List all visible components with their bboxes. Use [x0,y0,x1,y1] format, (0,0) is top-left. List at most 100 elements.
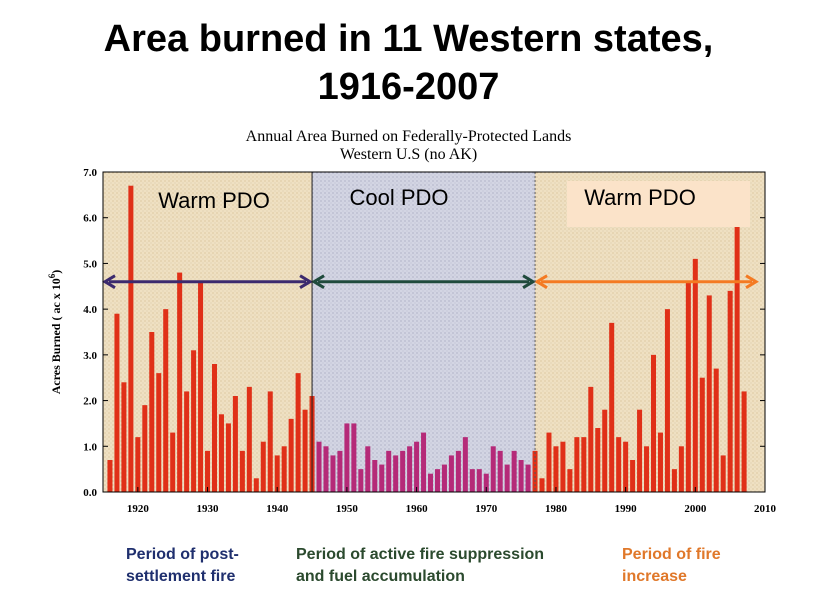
bar-1938 [260,441,266,492]
arrow-head-right [522,274,536,290]
bar-1947 [323,446,329,492]
page-title: Area burned in 11 Western states, [103,18,714,60]
bar-1973 [504,464,510,492]
x-tick-label: 1960 [406,503,429,515]
x-tick-label: 1920 [127,503,150,515]
bar-1956 [386,450,392,492]
y-tick-label: 5.0 [83,258,97,270]
bar-1934 [232,396,238,492]
bar-1930 [205,450,211,492]
bar-1995 [657,432,663,492]
bar-1929 [198,281,204,492]
arrow-head-right [745,274,759,290]
bar-1983 [574,437,580,492]
bar-1951 [351,423,357,492]
arrow-head-left [534,274,548,290]
y-tick-label: 4.0 [83,304,97,316]
bar-1998 [678,446,684,492]
bar-1993 [644,446,650,492]
bar-1966 [455,450,461,492]
bar-1982 [567,469,573,492]
cool-pdo-label: Cool PDO [349,185,448,210]
x-tick-label: 1990 [615,503,638,515]
bar-2006 [734,226,740,492]
legend-increase-line1: Period of fire [622,546,721,563]
bar-2007 [741,391,747,492]
bar-1990 [623,441,629,492]
legend-post-settlement: Period of post-settlement fire [126,546,239,585]
bar-2002 [706,295,712,492]
y-axis-label-close: ) [49,270,63,274]
bar-2000 [692,258,698,492]
arrow-head-right [299,274,313,290]
y-tick-label: 1.0 [83,441,97,453]
bar-1980 [553,446,559,492]
bar-1940 [274,455,280,492]
bar-1921 [142,405,148,492]
bar-1989 [616,437,622,492]
y-tick-label: 7.0 [83,167,97,179]
period-arrow-1 [102,274,313,290]
bar-1916 [107,460,113,492]
x-tick-label: 1950 [336,503,359,515]
bar-1994 [650,354,657,492]
bar-1942 [288,418,294,492]
bar-1931 [211,364,218,492]
x-tick-label: 1940 [266,503,289,515]
bar-1965 [448,455,454,492]
bar-1920 [135,437,141,492]
legend-suppression-line1: Period of active fire suppression [296,546,545,563]
bar-1992 [637,409,643,492]
x-tick-label: 1980 [545,503,568,515]
bar-1987 [602,409,608,492]
bar-1950 [344,423,350,492]
chart-subtitle: Western U.S (no AK) [339,146,478,163]
bar-2005 [727,290,733,492]
y-tick-label: 2.0 [83,396,97,408]
bar-1932 [218,414,224,492]
bar-1985 [588,386,594,492]
legend-increase-line2: increase [622,568,687,585]
bar-1981 [560,441,566,492]
bar-1960 [414,441,420,492]
bar-1962 [428,473,434,492]
bar-1943 [295,373,301,492]
bar-1952 [358,469,364,492]
page-title-years: 1916-2007 [317,66,500,108]
bar-1957 [393,455,399,492]
y-axis-label-main: Acres Burned ( ac x 10 [49,278,63,394]
bar-1922 [149,332,155,492]
bar-1997 [671,469,677,492]
bar-1963 [434,469,440,492]
bar-1917 [114,313,120,492]
bar-1948 [330,455,336,492]
bar-1926 [177,272,183,492]
bar-1955 [379,464,385,492]
bar-1941 [281,446,287,492]
bar-1991 [630,460,636,492]
bar-1976 [525,464,531,492]
warm-pdo-label-box [567,181,750,227]
bar-1925 [170,432,176,492]
x-tick-label: 2010 [754,503,777,515]
bar-1927 [184,391,190,492]
bar-1953 [365,446,371,492]
y-axis-label-exponent: 6 [47,273,57,278]
period-arrow-3 [534,274,759,290]
x-tick-label: 1930 [197,503,220,515]
bar-1958 [400,450,406,492]
period-arrow-2 [311,274,536,290]
bar-1923 [156,373,162,492]
bar-1972 [497,450,503,492]
bar-1919 [128,185,134,492]
pdo-region-texture-1 [103,172,313,492]
y-axis-label: Acres Burned ( ac x 106) [47,270,63,395]
plot-frame [102,171,766,493]
y-tick-label: 0.0 [83,487,97,499]
bar-1984 [581,437,587,492]
bar-1959 [407,446,413,492]
bar-2004 [720,455,726,492]
bar-1979 [546,432,552,492]
bar-1996 [664,309,670,492]
bar-1933 [225,423,231,492]
